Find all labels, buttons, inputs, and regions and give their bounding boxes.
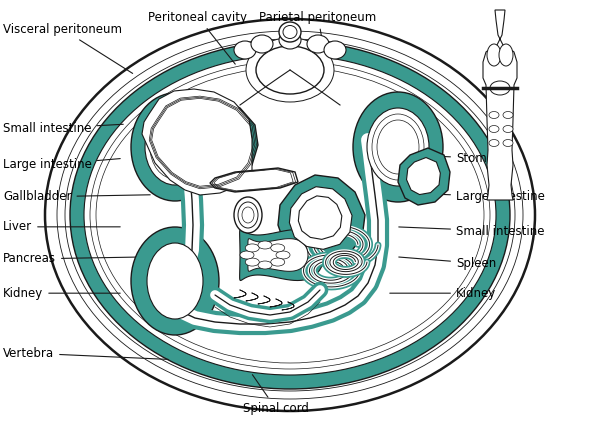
Ellipse shape	[258, 241, 272, 249]
Ellipse shape	[145, 109, 205, 185]
Ellipse shape	[487, 44, 501, 66]
Ellipse shape	[234, 41, 256, 59]
Polygon shape	[248, 239, 308, 271]
Ellipse shape	[258, 261, 272, 269]
Ellipse shape	[279, 22, 301, 42]
Polygon shape	[148, 95, 258, 190]
Text: Large intestine: Large intestine	[3, 158, 120, 171]
Ellipse shape	[489, 125, 499, 133]
Ellipse shape	[271, 258, 285, 266]
Text: Large intestine: Large intestine	[402, 190, 545, 203]
Ellipse shape	[245, 244, 259, 252]
Ellipse shape	[234, 197, 262, 233]
Ellipse shape	[251, 42, 329, 98]
Ellipse shape	[489, 140, 499, 146]
Ellipse shape	[45, 19, 535, 411]
Ellipse shape	[324, 41, 346, 59]
Text: Parietal peritoneum: Parietal peritoneum	[259, 11, 377, 64]
Ellipse shape	[367, 108, 429, 186]
Text: Peritoneal cavity: Peritoneal cavity	[149, 11, 248, 64]
Ellipse shape	[150, 115, 200, 179]
Ellipse shape	[499, 44, 513, 66]
Ellipse shape	[256, 46, 324, 94]
Ellipse shape	[503, 140, 513, 146]
Ellipse shape	[147, 243, 203, 319]
Ellipse shape	[283, 26, 297, 39]
Ellipse shape	[245, 258, 259, 266]
Polygon shape	[239, 229, 324, 280]
Ellipse shape	[307, 35, 329, 53]
Text: Vertebra: Vertebra	[3, 347, 168, 360]
Ellipse shape	[131, 93, 219, 201]
Polygon shape	[298, 196, 342, 239]
Polygon shape	[278, 175, 365, 262]
Text: Small intestine: Small intestine	[399, 225, 545, 238]
Text: Kidney: Kidney	[390, 287, 496, 300]
Ellipse shape	[276, 251, 290, 259]
Ellipse shape	[503, 125, 513, 133]
Ellipse shape	[353, 92, 443, 202]
Polygon shape	[289, 187, 352, 250]
Text: Visceral peritoneum: Visceral peritoneum	[3, 23, 133, 74]
Ellipse shape	[240, 251, 254, 259]
Ellipse shape	[70, 41, 510, 389]
Text: Kidney: Kidney	[3, 287, 120, 300]
Ellipse shape	[372, 114, 424, 180]
Ellipse shape	[377, 120, 419, 174]
Polygon shape	[483, 10, 517, 200]
Polygon shape	[407, 158, 440, 195]
Ellipse shape	[84, 55, 496, 375]
Ellipse shape	[503, 112, 513, 119]
Text: Liver: Liver	[3, 220, 120, 233]
Text: Gallbladder: Gallbladder	[3, 190, 150, 203]
Ellipse shape	[155, 121, 195, 173]
Text: Spinal cord: Spinal cord	[243, 374, 309, 415]
Text: Small intestine: Small intestine	[3, 122, 123, 135]
Polygon shape	[210, 168, 298, 192]
Text: Spleen: Spleen	[399, 257, 496, 270]
Ellipse shape	[489, 112, 499, 119]
Polygon shape	[398, 148, 450, 205]
Polygon shape	[142, 89, 252, 195]
Ellipse shape	[242, 207, 254, 223]
Ellipse shape	[279, 31, 301, 49]
Ellipse shape	[490, 81, 510, 95]
Ellipse shape	[238, 202, 258, 228]
Ellipse shape	[251, 35, 273, 53]
Text: Pancreas: Pancreas	[3, 253, 150, 265]
Ellipse shape	[131, 227, 219, 335]
Text: Stomach: Stomach	[396, 152, 508, 165]
Ellipse shape	[271, 244, 285, 252]
Ellipse shape	[246, 38, 334, 102]
